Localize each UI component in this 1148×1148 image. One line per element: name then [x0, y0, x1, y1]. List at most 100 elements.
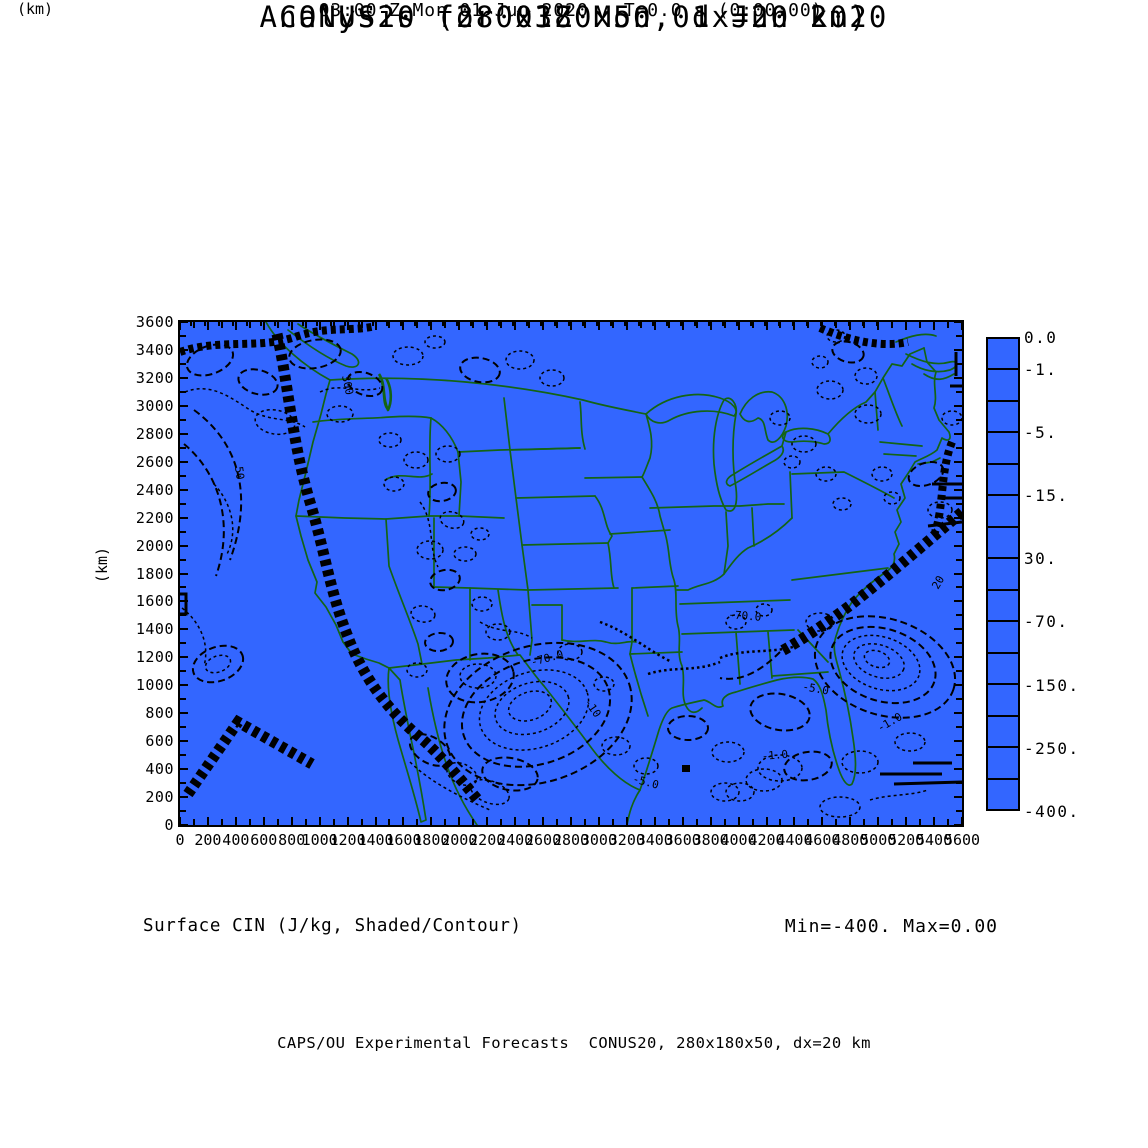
y-tick-label: 1800: [135, 564, 174, 583]
y-tick-mark: [956, 754, 962, 757]
x-tick-mark: [611, 322, 614, 328]
x-tick-label: 4200: [748, 831, 785, 849]
y-tick-mark: [180, 334, 186, 337]
colorbar-tick-label: -150.: [1024, 675, 1080, 695]
y-tick-mark: [954, 516, 962, 519]
y-tick-mark: [180, 698, 186, 701]
x-tick-mark: [472, 322, 475, 328]
x-tick-mark: [458, 817, 461, 825]
x-tick-mark: [933, 817, 936, 825]
x-tick-mark: [667, 819, 670, 825]
y-tick-label: 400: [145, 760, 174, 779]
x-tick-mark: [877, 322, 880, 330]
x-tick-mark: [709, 817, 712, 825]
x-tick-label: 1800: [413, 831, 450, 849]
x-tick-label: 5200: [888, 831, 925, 849]
y-tick-mark: [956, 670, 962, 673]
x-tick-mark: [332, 819, 335, 825]
x-tick-mark: [248, 322, 251, 328]
y-tick-mark: [956, 530, 962, 533]
contour-value-label: 300: [339, 374, 356, 396]
x-tick-mark: [556, 322, 559, 328]
x-tick-label: 2000: [441, 831, 478, 849]
state-borders: [265, 322, 958, 825]
plot-frame: 300 50 -70.0 -10 -5.0 -1.0 -70.0 -5.0 -1.0 20: [178, 320, 964, 827]
colorbar-cell: [988, 714, 1018, 747]
x-tick-mark: [625, 322, 628, 330]
x-tick-mark: [709, 322, 712, 330]
y-tick-mark: [180, 754, 186, 757]
x-tick-mark: [486, 817, 489, 825]
panel-title: 03:00 Z Mon 01 Jun 2020 T=0.0 s (0:00:00…: [318, 0, 824, 21]
y-tick-mark: [180, 670, 186, 673]
x-tick-mark: [514, 817, 517, 825]
y-tick-mark: [180, 810, 186, 813]
x-tick-mark: [179, 322, 181, 330]
x-tick-label: 5600: [943, 831, 981, 849]
x-tick-mark: [430, 322, 433, 330]
y-tick-label: 3400: [135, 340, 174, 359]
y-tick-mark: [180, 460, 188, 463]
x-tick-mark: [779, 819, 782, 825]
contour-value-label: -70.0: [728, 608, 762, 624]
x-tick-mark: [346, 817, 349, 825]
x-tick-label: 5000: [860, 831, 897, 849]
y-tick-label: 1200: [135, 648, 174, 667]
contour-value-label: 50: [232, 466, 247, 481]
x-tick-mark: [751, 322, 754, 328]
x-tick-mark: [360, 819, 363, 825]
colorbar-tick-label: -400.: [1024, 802, 1080, 821]
x-tick-mark: [248, 819, 251, 825]
x-tick-mark: [332, 322, 335, 328]
colorbar-tick-label: 0.0: [1024, 328, 1058, 347]
x-tick-mark: [723, 322, 726, 328]
x-tick-mark: [933, 322, 936, 330]
y-tick-mark: [180, 502, 186, 505]
y-tick-mark: [180, 488, 188, 491]
x-tick-mark: [793, 322, 796, 330]
x-tick-label: 1000: [301, 831, 338, 849]
x-tick-label: 3000: [580, 831, 617, 849]
y-tick-mark: [956, 810, 962, 813]
x-tick-label: 3800: [692, 831, 729, 849]
y-tick-label: 2000: [135, 536, 174, 555]
x-tick-mark: [625, 817, 628, 825]
y-tick-mark: [954, 488, 962, 491]
x-tick-mark: [583, 322, 586, 328]
y-tick-label: 200: [145, 788, 174, 807]
y-tick-mark: [180, 642, 186, 645]
colorbar-cell: [988, 651, 1018, 684]
colorbar-cell: [988, 339, 1018, 369]
x-tick-mark: [318, 817, 321, 825]
y-tick-mark: [180, 796, 188, 799]
contour-value-label: -5.0: [801, 680, 829, 697]
y-tick-mark: [956, 474, 962, 477]
x-tick-mark: [835, 322, 838, 328]
x-tick-mark: [276, 819, 279, 825]
y-tick-label: 1600: [135, 592, 174, 611]
x-tick-mark: [947, 322, 950, 328]
x-tick-mark: [737, 322, 740, 330]
x-tick-mark: [905, 322, 908, 330]
y-tick-mark: [954, 321, 962, 323]
colorbar-tick-label: 30.: [1024, 549, 1058, 569]
x-tick-mark: [751, 819, 754, 825]
x-tick-mark: [318, 322, 321, 330]
y-tick-mark: [956, 558, 962, 561]
y-tick-mark: [180, 390, 186, 393]
x-axis-label: (km): [16, 0, 54, 18]
x-tick-mark: [388, 322, 391, 328]
x-tick-mark: [695, 322, 698, 328]
y-tick-mark: [180, 376, 188, 379]
x-tick-mark: [374, 322, 377, 330]
x-tick-mark: [290, 322, 293, 330]
x-tick-mark: [192, 322, 195, 328]
x-tick-mark: [961, 322, 963, 330]
x-tick-mark: [304, 819, 307, 825]
x-tick-label: 1400: [357, 831, 394, 849]
y-axis-label: (km): [93, 546, 111, 584]
x-tick-mark: [737, 817, 740, 825]
y-tick-mark: [954, 656, 962, 659]
x-tick-mark: [388, 819, 391, 825]
